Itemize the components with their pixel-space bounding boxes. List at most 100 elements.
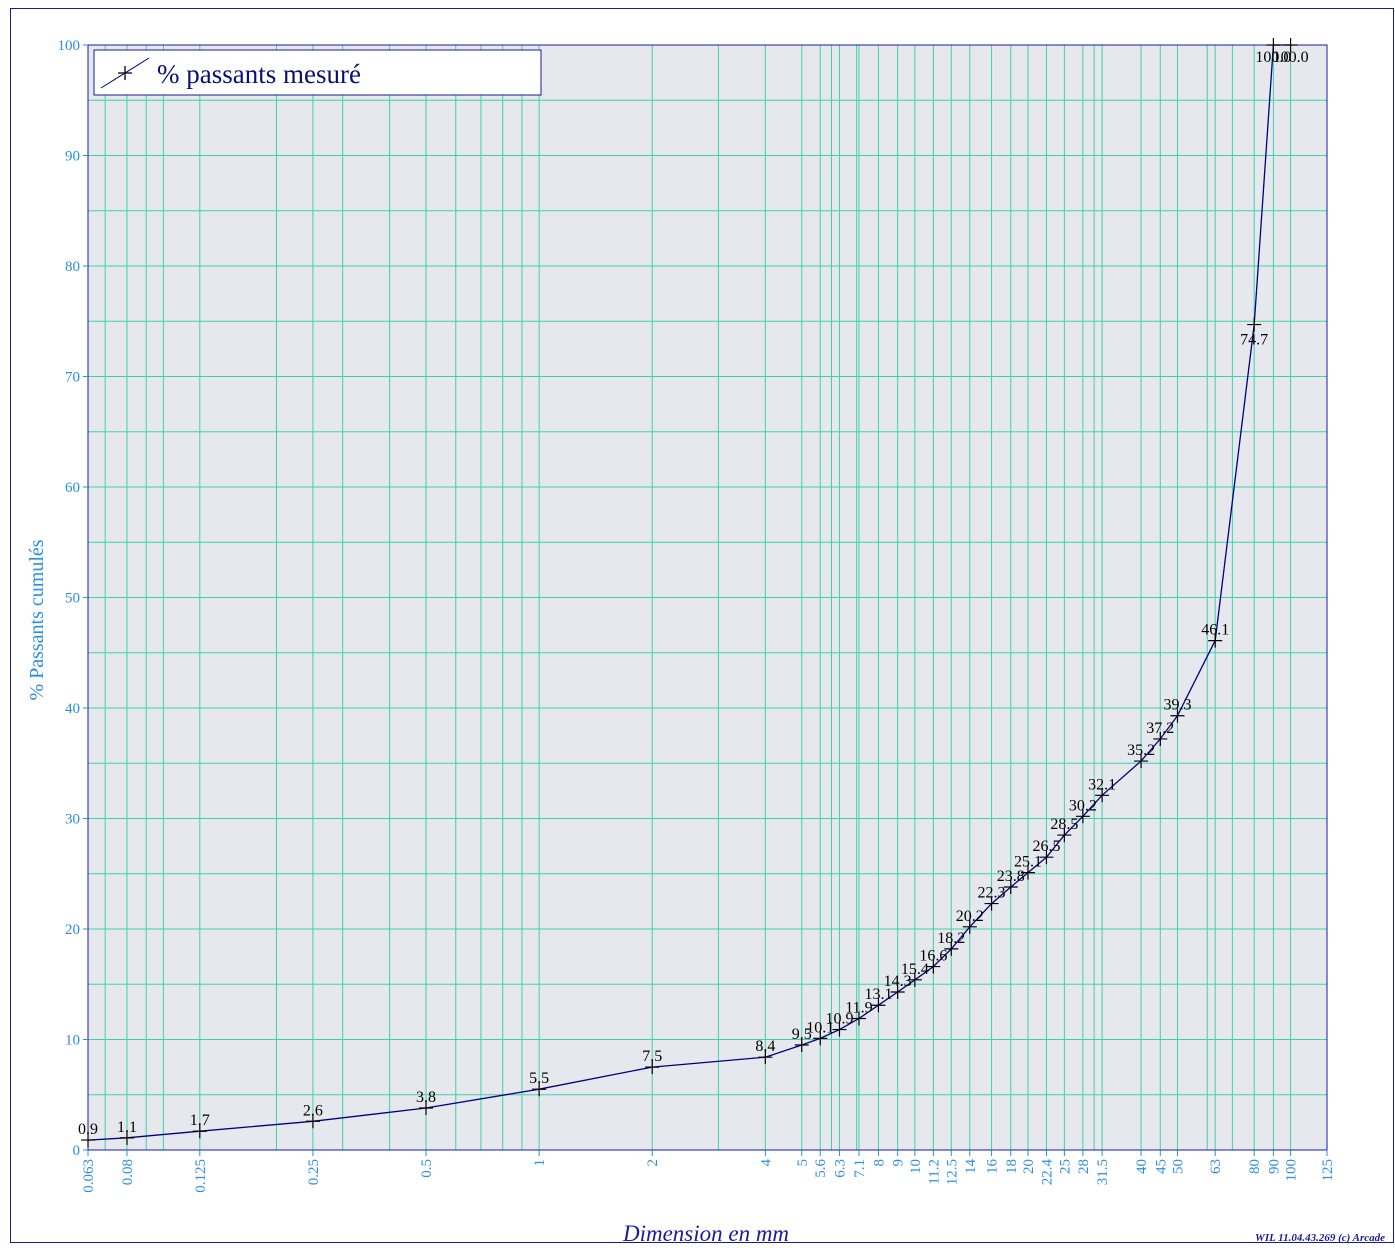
data-point-marker [832,1022,847,1037]
y-tick-label: 60 [65,480,80,496]
data-point-marker [794,1038,809,1053]
x-tick-label: 25 [1057,1159,1073,1174]
data-label: 14.3 [884,973,912,990]
data-label: 39.3 [1163,697,1191,714]
data-point-marker [1208,633,1223,648]
y-tick-label: 100 [58,38,81,54]
data-label: 10.9 [825,1011,853,1028]
data-label: 100.0 [1255,49,1291,66]
data-point-marker [907,972,922,987]
data-point-marker [1283,38,1298,52]
data-label: 28.5 [1050,816,1078,833]
x-tick-label: 12.5 [944,1159,960,1185]
data-point-marker [81,1133,95,1148]
x-tick-label: 28 [1076,1159,1092,1174]
x-tick-label: 31.5 [1095,1159,1111,1185]
x-tick-label: 0.08 [120,1159,136,1185]
y-tick-label: 80 [65,259,80,275]
y-tick-label: 10 [65,1033,80,1049]
y-tick-label: 50 [65,591,80,607]
data-point-marker [1003,880,1018,895]
x-tick-label: 4 [758,1159,774,1167]
data-point-marker [926,959,941,974]
y-tick-label: 0 [73,1143,81,1159]
grid [87,45,1328,1150]
data-label: 20.2 [956,908,984,925]
data-label: 7.5 [642,1048,662,1065]
x-tick-label: 6.3 [832,1159,848,1178]
x-tick-label: 40 [1134,1159,1150,1174]
data-label: 46.1 [1201,622,1229,639]
data-point-marker [1075,809,1090,824]
x-tick-label: 5 [795,1159,811,1167]
x-tick-label: 45 [1153,1159,1169,1174]
data-label: 11.9 [845,1000,872,1017]
data-point-marker [984,896,999,911]
data-point-marker [305,1114,320,1129]
x-tick-label: 7.1 [852,1159,868,1178]
data-label: 74.7 [1240,332,1268,349]
x-tick-label: 14 [963,1159,979,1175]
data-label: 15.4 [901,961,929,978]
x-tick-label: 11.2 [926,1159,942,1185]
software-credit: WIL 11.04.43.269 (c) Arcade [1255,1232,1385,1244]
x-tick-label: 9 [891,1159,907,1167]
data-point-marker [1134,754,1149,769]
data-point-marker [813,1031,828,1046]
data-label: 0.9 [78,1121,98,1138]
data-label: 26.5 [1032,838,1060,855]
x-tick-label: 80 [1247,1159,1263,1174]
data-point-marker [1057,828,1072,843]
data-point-marker [1095,788,1110,803]
data-point-marker [119,1130,134,1145]
data-point-marker [645,1060,660,1075]
x-tick-label: 90 [1266,1159,1282,1174]
data-label: 13.1 [864,986,892,1003]
data-point-marker [419,1101,434,1116]
x-tick-label: 0.125 [193,1159,209,1193]
data-point-marker [1170,708,1185,723]
data-point-marker [871,998,886,1013]
legend-label: % passants mesuré [157,59,361,89]
data-labels: 0.9 1.1 1.72.63.85.57.58.49.510.110.911.91… [78,49,1309,1138]
x-tick-label: 5.6 [813,1159,829,1178]
x-tick-label: 16 [985,1159,1001,1175]
x-tick-label: 2 [645,1159,661,1167]
x-tick-label: 125 [1320,1159,1336,1182]
y-tick-label: 40 [65,701,80,717]
data-label: 3.8 [416,1089,436,1106]
y-axis-ticks: 0 10 20 30 40 50 60 70 80 90 100 [58,38,88,1159]
data-point-marker [1020,865,1035,880]
data-label: 22.3 [978,885,1006,902]
data-label: 8.4 [755,1038,775,1055]
x-tick-label: 18 [1004,1159,1020,1174]
data-point-marker [192,1124,207,1139]
data-label: 23.8 [997,868,1025,885]
x-tick-label: 20 [1021,1159,1037,1174]
y-tick-label: 90 [65,149,80,165]
x-tick-label: 50 [1170,1159,1186,1174]
x-axis-ticks: 0.063 0.08 0.125 0.25 0.5 1 2 4 5 5.6 6.3 7.1 8 9 10 11… [81,1150,1336,1193]
x-tick-label: 1 [532,1159,548,1167]
y-axis-label: % Passants cumulés [26,539,48,700]
data-label: 30.2 [1069,797,1097,814]
data-point-marker [758,1050,773,1065]
data-label: 35.2 [1127,742,1155,759]
x-tick-label: 63 [1208,1159,1224,1174]
data-point-marker [962,919,977,934]
data-point-marker [1039,850,1054,865]
x-tick-label: 0.063 [81,1159,97,1193]
data-label: 9.5 [792,1026,812,1043]
data-label: 1.1 [117,1119,137,1136]
x-tick-label: 0.25 [306,1159,322,1185]
x-tick-label: 0.5 [419,1159,435,1178]
chart-frame [10,8,1394,1243]
y-tick-label: 20 [65,922,80,938]
data-label: 25.1 [1014,854,1042,871]
data-point-marker [1153,731,1168,746]
x-tick-label: 8 [871,1159,887,1167]
data-label: 16.6 [919,948,947,965]
data-label: 1.7 [190,1112,210,1129]
data-point-marker [944,941,959,956]
